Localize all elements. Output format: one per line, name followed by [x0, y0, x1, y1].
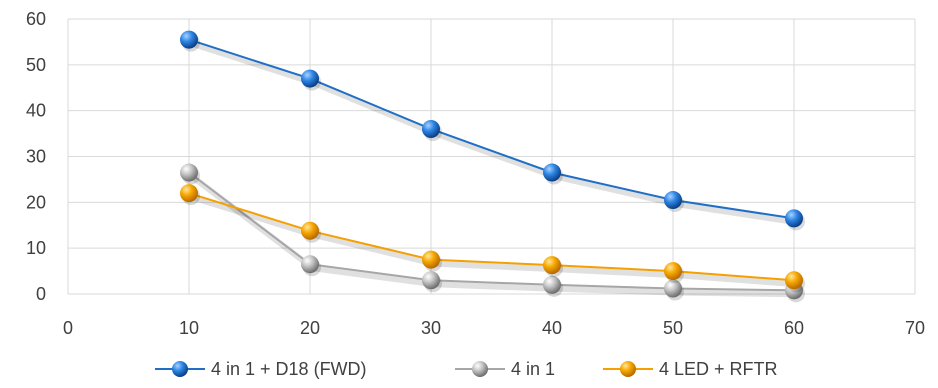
data-point [422, 250, 440, 269]
series-line-shadow [191, 194, 798, 288]
x-tick-label: 50 [663, 318, 683, 338]
data-point [664, 191, 682, 210]
legend: 4 in 1 + D18 (FWD) 4 in 1 4 LED + RFTR [155, 359, 778, 379]
series-1 [180, 30, 805, 231]
y-tick-label: 30 [26, 147, 46, 167]
data-point [422, 120, 440, 138]
data-point [180, 30, 198, 49]
x-tick-label: 70 [905, 318, 925, 338]
legend-label: 4 LED + RFTR [659, 359, 778, 379]
legend-item-1: 4 in 1 + D18 (FWD) [155, 359, 367, 379]
series-layer [180, 30, 805, 303]
legend-marker [620, 361, 636, 377]
grid-lines [67, 18, 916, 295]
data-point [785, 271, 803, 290]
x-tick-label: 30 [421, 318, 441, 338]
legend-item-3: 4 LED + RFTR [603, 359, 778, 379]
data-point [180, 163, 198, 182]
y-tick-label: 20 [26, 192, 46, 212]
y-tick-label: 40 [26, 101, 46, 121]
legend-marker [172, 361, 188, 377]
x-tick-label: 0 [63, 318, 73, 338]
legend-marker [472, 361, 488, 377]
x-tick-label: 40 [542, 318, 562, 338]
series-line [188, 171, 795, 292]
y-tick-label: 60 [26, 9, 46, 29]
series-3 [180, 184, 805, 293]
x-tick-label: 10 [179, 318, 199, 338]
series-line [188, 38, 795, 220]
data-point [543, 256, 561, 275]
y-tick-label: 0 [36, 284, 46, 304]
legend-item-2: 4 in 1 [455, 359, 555, 379]
data-point [180, 184, 198, 203]
series-line-shadow [190, 174, 798, 298]
data-point [543, 163, 561, 182]
series-2 [180, 163, 805, 303]
axis-tick-labels: 0 10 20 30 40 50 60 0 10 20 30 40 50 60 70 [26, 9, 925, 338]
y-tick-label: 50 [26, 55, 46, 75]
data-point [301, 255, 319, 274]
data-point [422, 271, 440, 290]
series-line [188, 192, 795, 282]
data-point [785, 209, 803, 228]
data-point [301, 221, 319, 240]
y-tick-label: 10 [26, 238, 46, 258]
data-point [301, 69, 319, 88]
series-line-shadow [191, 40, 798, 226]
data-point [543, 275, 561, 294]
data-point [664, 262, 682, 281]
data-point [664, 279, 682, 298]
legend-label: 4 in 1 + D18 (FWD) [211, 359, 367, 379]
x-tick-label: 60 [784, 318, 804, 338]
x-tick-label: 20 [300, 318, 320, 338]
legend-label: 4 in 1 [511, 359, 555, 379]
